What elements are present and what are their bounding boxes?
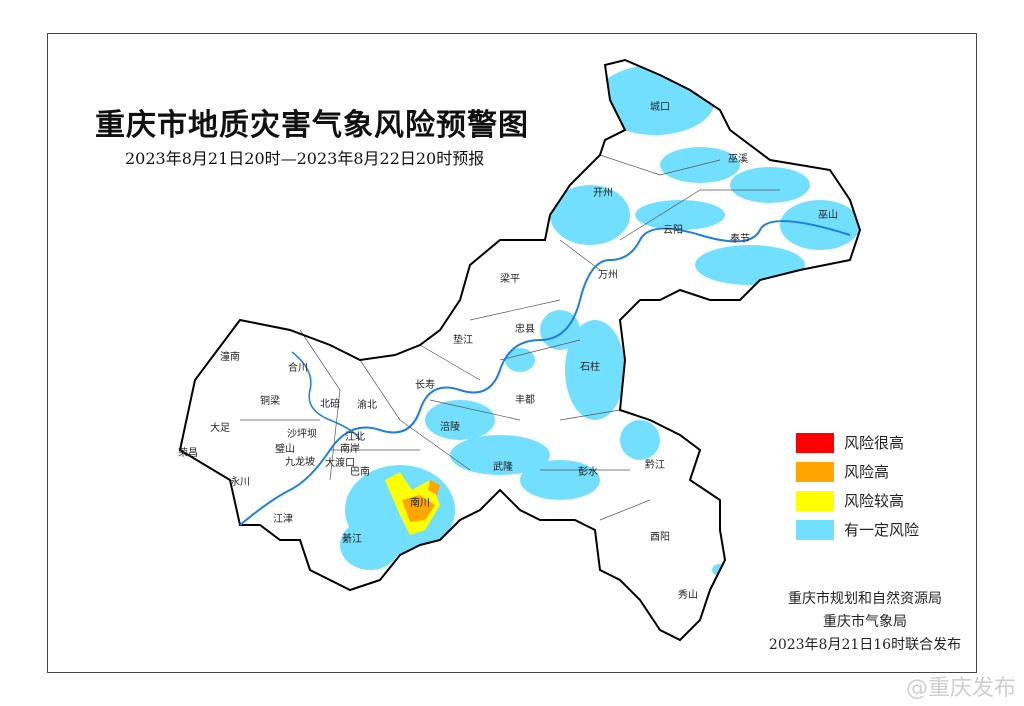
map-frame [47,33,977,673]
district-label: 铜梁 [260,394,280,407]
district-label: 武隆 [493,460,513,473]
district-label: 沙坪坝 [287,427,317,440]
district-label: 丰都 [515,393,535,406]
district-label: 彭水 [578,465,598,478]
district-label: 万州 [598,269,618,281]
district-label: 江北 [345,431,365,443]
legend-swatch [796,461,834,482]
district-label: 大渡口 [325,456,355,469]
legend-swatch [796,519,834,540]
legend-item: 风险很高 [796,428,919,457]
district-label: 九龙坡 [285,455,315,468]
district-label: 綦江 [342,532,362,545]
issuer-footer: 重庆市规划和自然资源局 重庆市气象局 2023年8月21日16时联合发布 [750,588,980,657]
legend-item: 风险高 [796,457,919,486]
district-label: 合川 [288,361,308,374]
map-subtitle: 2023年8月21日20时—2023年8月22日20时预报 [125,149,485,168]
risk-areas [340,65,860,576]
legend-label: 风险很高 [844,434,905,452]
district-label: 梁平 [500,272,520,285]
risk-moderate [340,65,860,576]
legend-label: 风险较高 [844,492,905,510]
district-label: 云阳 [663,224,683,236]
district-label: 荣昌 [178,447,198,459]
legend-item: 风险较高 [796,486,919,515]
province-border [178,58,862,642]
legend: 风险很高风险高风险较高有一定风险 [796,428,919,544]
district-label: 石柱 [580,360,600,373]
issuer-1: 重庆市规划和自然资源局 [788,591,942,607]
legend-item: 有一定风险 [796,515,919,544]
district-label: 奉节 [730,232,750,245]
district-label: 璧山 [275,442,295,455]
district-label: 北碚 [320,397,340,410]
district-borders [240,154,780,521]
legend-swatch [796,490,834,511]
district-label: 南岸 [340,442,360,455]
issuer-2: 重庆市气象局 [823,614,907,630]
yangtze-river [239,220,851,526]
jialing-river [291,351,361,441]
district-label: 长寿 [415,378,435,391]
weibo-watermark: @重庆发布 [905,676,1016,701]
district-label: 南川 [410,496,430,509]
district-label: 涪陵 [440,420,460,433]
district-label: 永川 [230,475,250,488]
district-label: 渝北 [357,398,377,411]
risk-high [402,480,440,522]
district-label: 大足 [210,421,230,434]
district-label: 垫江 [453,333,473,346]
district-label: 秀山 [678,589,698,601]
district-label: 潼南 [220,350,240,363]
district-label: 江津 [273,513,293,525]
map-title: 重庆市地质灾害气象风险预警图 [95,108,529,143]
legend-label: 风险高 [844,463,890,481]
district-label: 黔江 [645,458,665,471]
district-label: 酉阳 [650,531,670,543]
district-label: 忠县 [515,323,535,335]
district-label: 开州 [593,187,613,199]
legend-swatch [796,432,834,453]
district-label: 巴南 [350,465,370,478]
legend-label: 有一定风险 [844,521,920,539]
district-label: 巫山 [818,209,838,221]
issue-time: 2023年8月21日16时联合发布 [768,637,962,653]
district-label: 巫溪 [728,153,748,165]
district-label: 城口 [650,101,670,113]
